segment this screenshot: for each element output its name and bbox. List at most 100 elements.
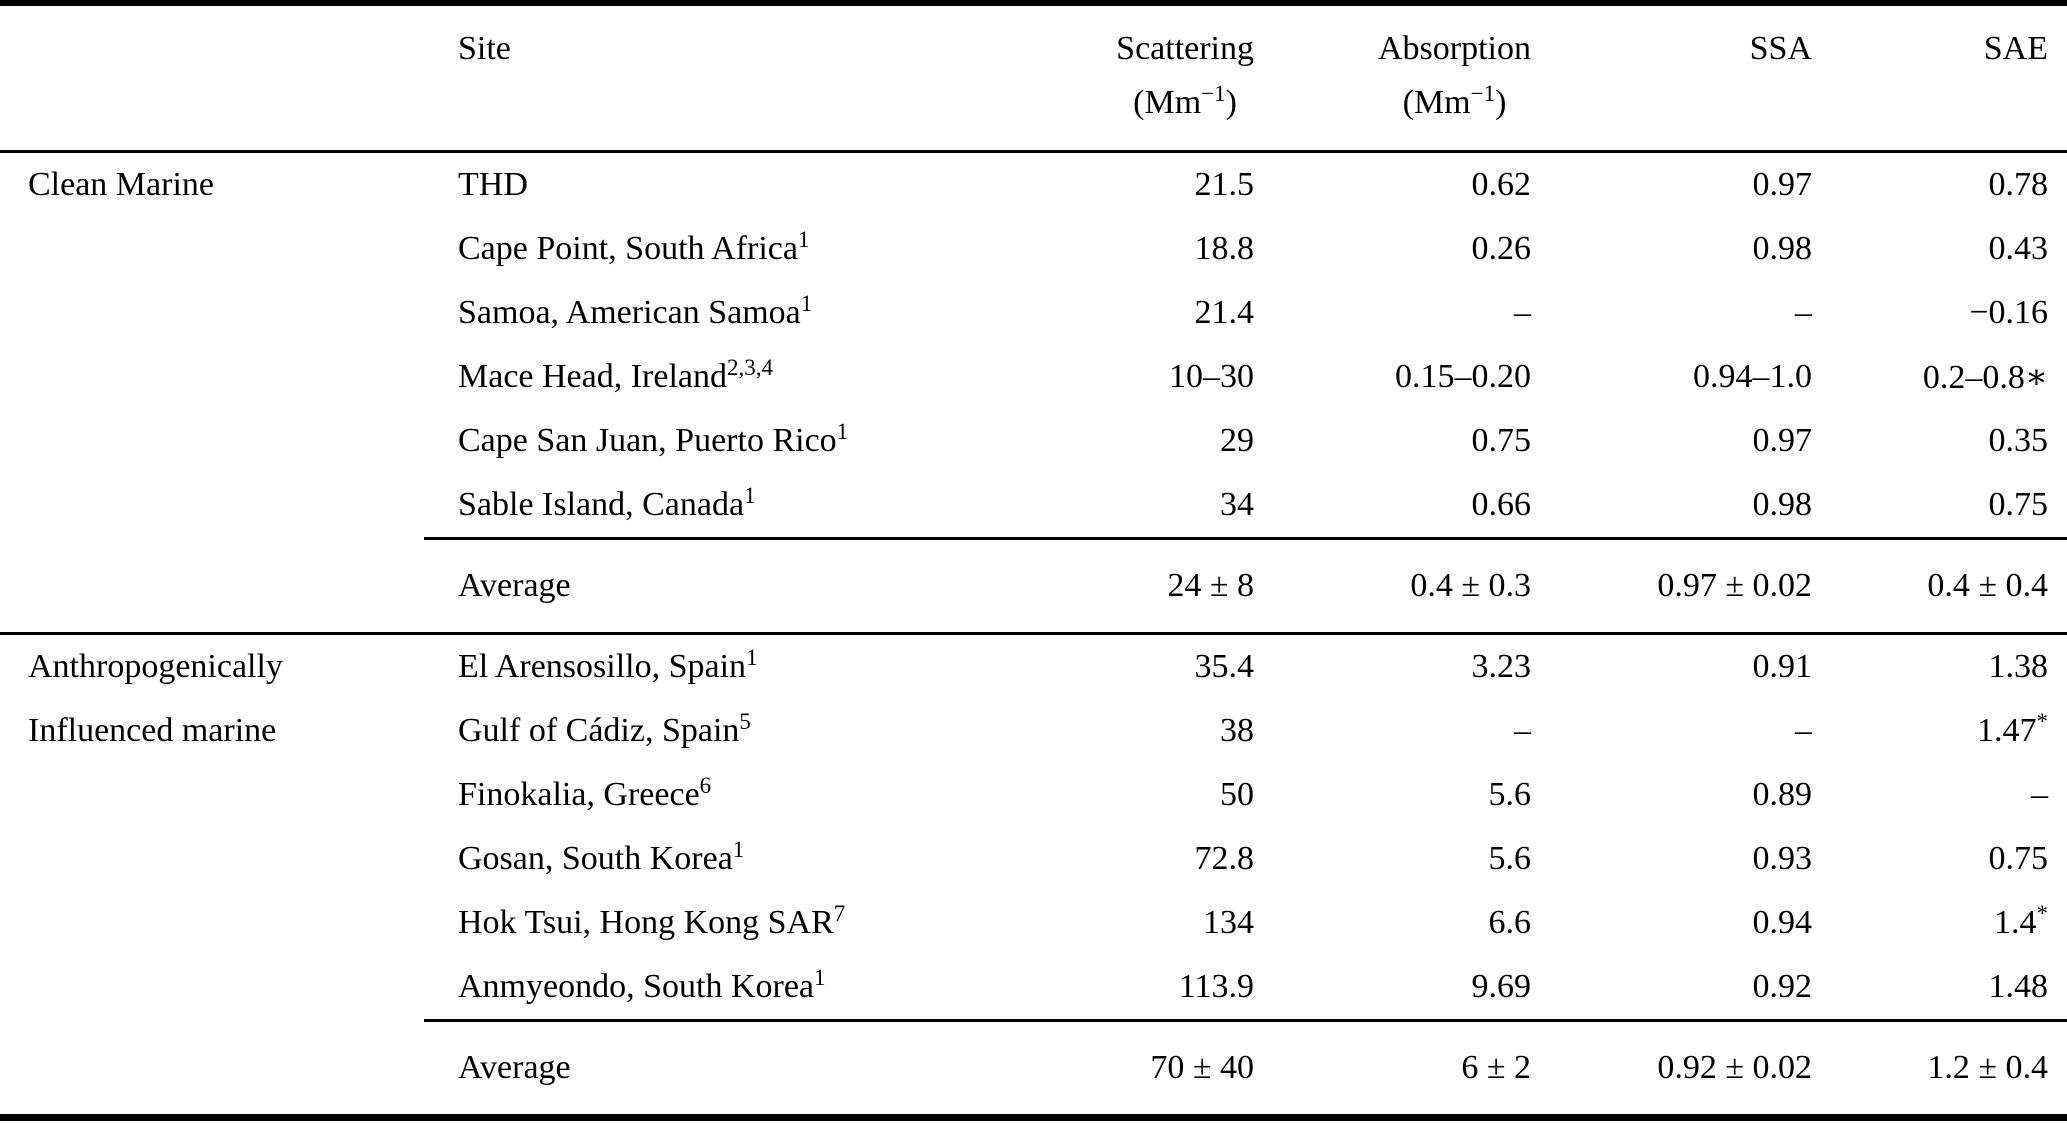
average-row: Average 70 ± 40 6 ± 2 0.92 ± 0.02 1.2 ± 0.4 [0, 1022, 2067, 1114]
site-footnote: 1 [797, 227, 810, 252]
sae-cell: 0.75 [1812, 486, 2067, 524]
sae-value: 1.4 [1994, 904, 2037, 941]
scattering-value: 35.4 [1194, 648, 1255, 685]
average-rule [424, 1019, 2067, 1022]
site-cell: Samoa, American Samoa1 [424, 291, 1034, 332]
average-ssa: 0.92 ± 0.02 [1657, 1049, 1812, 1086]
average-sae: 0.4 ± 0.4 [1927, 567, 2048, 604]
site-cell: Sable Island, Canada1 [424, 484, 1034, 524]
top-rule [0, 0, 2067, 6]
absorption-unit-exponent: −1 [1470, 81, 1496, 106]
absorption-value: 5.6 [1488, 840, 1532, 877]
average-row: Average 24 ± 8 0.4 ± 0.3 0.97 ± 0.02 0.4 ± 0… [0, 540, 2067, 632]
sae-flag: * [2036, 901, 2049, 926]
site-name: THD [458, 166, 528, 203]
site-name: Sable Island, Canada [458, 486, 745, 523]
absorption-value: 6.6 [1488, 904, 1532, 941]
table-row: Clean Marine THD 21.5 0.62 0.97 0.78 [0, 153, 2067, 217]
absorption-value: 0.75 [1471, 422, 1532, 459]
site-header: Site [458, 30, 511, 67]
site-cell: THD [424, 166, 1034, 204]
table-row: Anmyeondo, South Korea1 113.9 9.69 0.92 1.48 [0, 955, 2067, 1019]
sae-cell: 1.38 [1812, 648, 2067, 686]
table-row: Hok Tsui, Hong Kong SAR7 134 6.6 0.94 1.4* [0, 891, 2067, 955]
bottom-rule [0, 1114, 2067, 1121]
sae-cell: 0.35 [1812, 422, 2067, 460]
ssa-value: 0.94–1.0 [1693, 358, 1812, 395]
average-scattering: 70 ± 40 [1150, 1049, 1254, 1086]
sae-value: 0.75 [1988, 486, 2049, 523]
site-footnote: 1 [814, 965, 826, 990]
absorption-value: 0.62 [1471, 166, 1532, 203]
sae-value: 0.43 [1988, 230, 2049, 267]
sae-cell: −0.16 [1812, 294, 2067, 332]
site-footnote: 1 [836, 419, 849, 444]
ssa-value: 0.98 [1752, 230, 1813, 267]
table-row: Cape San Juan, Puerto Rico1 29 0.75 0.97 0.3… [0, 409, 2067, 473]
table-row: Sable Island, Canada1 34 0.66 0.98 0.75 [0, 473, 2067, 537]
scattering-value: 134 [1203, 904, 1254, 941]
sae-value: 0.78 [1988, 166, 2049, 203]
site-name: Samoa, American Samoa [458, 294, 801, 331]
scattering-value: 18.8 [1194, 230, 1255, 267]
absorption-value: – [1514, 712, 1531, 749]
scattering-value: 21.5 [1194, 166, 1255, 203]
ssa-value: 0.97 [1752, 422, 1813, 459]
absorption-value: 5.6 [1488, 776, 1532, 813]
sae-value: 1.47 [1977, 712, 2037, 749]
site-name: Anmyeondo, South Korea [458, 968, 815, 1005]
sae-cell: 0.2–0.8∗ [1812, 357, 2067, 397]
table-body: Clean Marine THD 21.5 0.62 0.97 0.78 Cape Poin… [0, 153, 2067, 1114]
average-rule [424, 537, 2067, 540]
scattering-value: 113.9 [1178, 968, 1254, 1005]
site-cell: Finokalia, Greece6 [424, 774, 1034, 814]
category-label: Clean Marine [28, 166, 214, 203]
category-header-cell [0, 22, 424, 150]
scattering-value: 72.8 [1194, 840, 1255, 877]
average-absorption: 6 ± 2 [1461, 1049, 1531, 1086]
sae-flag: * [2036, 709, 2049, 734]
ssa-value: 0.94 [1752, 904, 1813, 941]
scattering-unit-exponent: −1 [1201, 81, 1226, 106]
scattering-value: 50 [1220, 776, 1254, 813]
scattering-value: 29 [1220, 422, 1254, 459]
average-ssa: 0.97 ± 0.02 [1657, 567, 1812, 604]
site-name: Cape Point, South Africa [458, 230, 798, 267]
table-header: Site Scattering (Mm−1) Absorption (Mm−1)… [0, 6, 2067, 150]
sae-value: −0.16 [1969, 294, 2048, 331]
absorption-value: 0.26 [1471, 230, 1532, 267]
absorption-header: Absorption (Mm−1) [1254, 22, 1531, 150]
absorption-value: 0.15–0.20 [1395, 358, 1531, 395]
site-cell: Anmyeondo, South Korea1 [424, 965, 1034, 1006]
site-footnote: 2,3,4 [727, 355, 774, 380]
sae-cell: 0.43 [1812, 230, 2067, 268]
table-section: Anthropogenically El Arensosillo, Spain1 3… [0, 635, 2067, 1114]
table-row: Gosan, South Korea1 72.8 5.6 0.93 0.75 [0, 827, 2067, 891]
absorption-header-label: Absorption [1378, 30, 1531, 67]
site-name: Mace Head, Ireland [458, 358, 728, 395]
header-rule [0, 150, 2067, 153]
site-cell: Hok Tsui, Hong Kong SAR7 [424, 902, 1034, 942]
table-row: Samoa, American Samoa1 21.4 – – −0.16 [0, 281, 2067, 345]
ssa-value: 0.92 [1752, 968, 1813, 1005]
average-sae: 1.2 ± 0.4 [1927, 1049, 2048, 1086]
scattering-header-unit: (Mm−1) [1133, 81, 1237, 121]
sae-value: 1.38 [1988, 648, 2049, 685]
site-cell: Gosan, South Korea1 [424, 838, 1034, 878]
site-name: Hok Tsui, Hong Kong SAR [458, 904, 834, 941]
scattering-header: Scattering (Mm−1) [1034, 22, 1254, 150]
site-footnote: 1 [746, 645, 758, 670]
site-footnote: 1 [800, 291, 813, 316]
site-cell: Cape Point, South Africa1 [424, 227, 1034, 268]
category-label: Influenced marine [28, 712, 277, 749]
site-name: Cape San Juan, Puerto Rico [458, 422, 837, 459]
site-name: Gosan, South Korea [458, 840, 733, 877]
absorption-value: 0.66 [1471, 486, 1532, 523]
site-name: El Arensosillo, Spain [458, 648, 747, 685]
scattering-value: 38 [1220, 712, 1254, 749]
section-divider-rule [0, 632, 2067, 635]
sae-value: 1.48 [1988, 968, 2049, 1005]
site-cell: Cape San Juan, Puerto Rico1 [424, 419, 1034, 460]
table-row: Finokalia, Greece6 50 5.6 0.89 – [0, 763, 2067, 827]
